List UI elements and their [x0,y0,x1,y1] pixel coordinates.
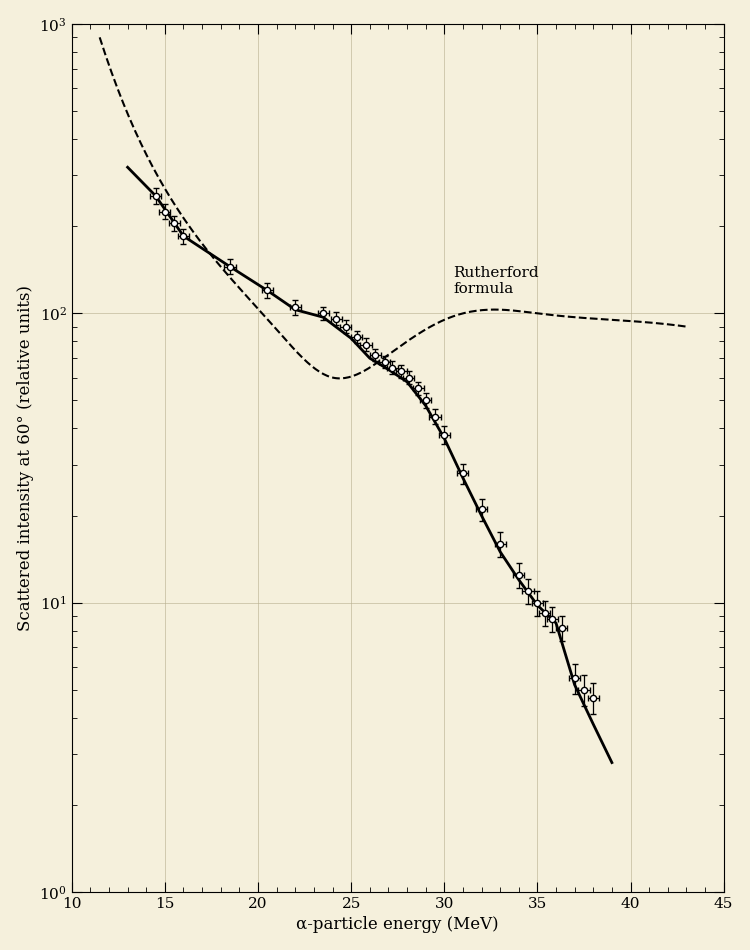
Y-axis label: Scattered intensity at 60° (relative units): Scattered intensity at 60° (relative uni… [16,285,34,631]
X-axis label: α-particle energy (MeV): α-particle energy (MeV) [296,917,499,933]
Text: Rutherford
formula: Rutherford formula [454,266,539,295]
